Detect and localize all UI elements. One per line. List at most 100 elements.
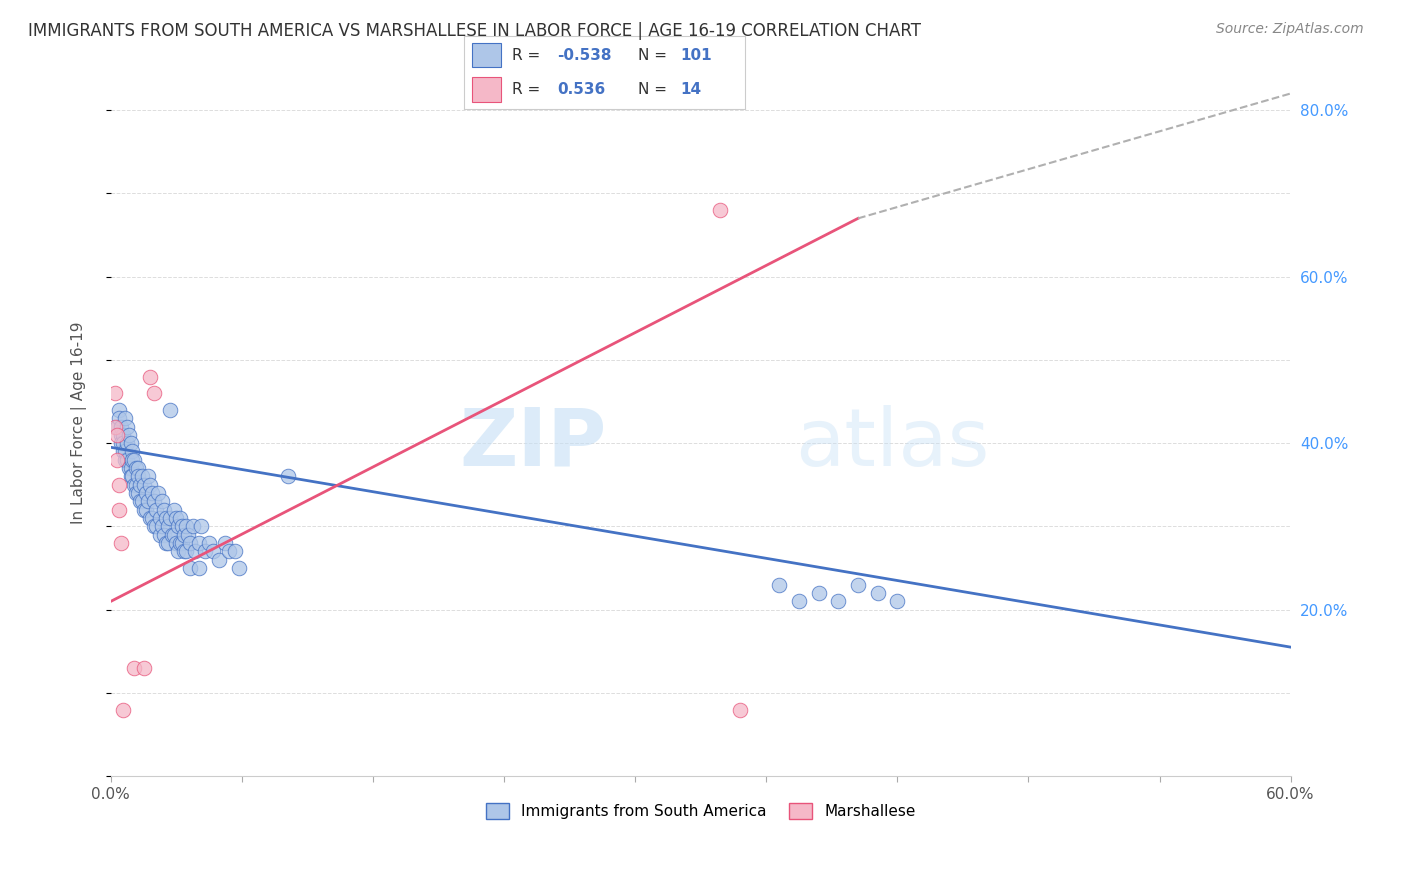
Point <box>169 536 191 550</box>
Point <box>143 519 166 533</box>
Point <box>120 469 142 483</box>
Point <box>160 527 183 541</box>
Point <box>117 461 139 475</box>
Point <box>105 419 128 434</box>
Point <box>190 519 212 533</box>
Point <box>163 502 186 516</box>
Point <box>183 519 205 533</box>
Point <box>107 411 129 425</box>
Text: atlas: atlas <box>796 405 990 483</box>
Point <box>866 586 889 600</box>
Point <box>107 477 129 491</box>
Point <box>155 511 177 525</box>
Point <box>134 661 156 675</box>
FancyBboxPatch shape <box>472 78 501 102</box>
Point <box>124 661 146 675</box>
Point <box>127 469 149 483</box>
Text: -0.538: -0.538 <box>557 47 612 62</box>
Text: N =: N = <box>638 47 672 62</box>
Point <box>198 536 221 550</box>
Point <box>127 461 149 475</box>
Text: 0.536: 0.536 <box>557 81 605 96</box>
Point <box>110 427 132 442</box>
Point <box>125 461 148 475</box>
Point <box>166 519 188 533</box>
Point <box>105 427 128 442</box>
Point <box>110 436 132 450</box>
Point <box>194 544 217 558</box>
Point <box>111 427 134 442</box>
Point <box>120 436 142 450</box>
Point <box>125 477 148 491</box>
Point <box>846 577 869 591</box>
Point <box>107 502 129 516</box>
Text: R =: R = <box>512 81 546 96</box>
Point <box>165 536 187 550</box>
Point <box>104 419 127 434</box>
Point <box>174 544 197 558</box>
Point <box>134 477 156 491</box>
Point <box>124 452 146 467</box>
Point <box>188 536 211 550</box>
Point <box>156 536 179 550</box>
Point <box>141 511 163 525</box>
Point <box>129 494 152 508</box>
Point <box>886 594 908 608</box>
Point <box>111 436 134 450</box>
Point <box>768 577 790 591</box>
Point <box>114 452 136 467</box>
Text: ZIP: ZIP <box>460 405 606 483</box>
Point <box>110 536 132 550</box>
Point <box>131 469 153 483</box>
Text: 101: 101 <box>681 47 711 62</box>
Point <box>121 444 143 458</box>
Point <box>149 527 172 541</box>
Point <box>202 544 225 558</box>
Text: R =: R = <box>512 47 546 62</box>
Point <box>156 519 179 533</box>
Point <box>166 544 188 558</box>
Point <box>728 702 751 716</box>
Point <box>139 511 162 525</box>
Point <box>136 469 159 483</box>
Point <box>135 502 157 516</box>
Point <box>150 519 173 533</box>
Point <box>155 536 177 550</box>
Point <box>277 469 299 483</box>
Point <box>179 561 201 575</box>
Point <box>121 469 143 483</box>
Point <box>184 544 207 558</box>
Text: N =: N = <box>638 81 672 96</box>
Point <box>159 402 181 417</box>
Point <box>110 419 132 434</box>
Point <box>134 502 156 516</box>
Point <box>131 494 153 508</box>
Point <box>114 444 136 458</box>
Point <box>153 527 176 541</box>
Point <box>111 444 134 458</box>
Point <box>179 536 201 550</box>
Point <box>115 452 138 467</box>
Point <box>141 486 163 500</box>
Point <box>145 519 167 533</box>
Legend: Immigrants from South America, Marshallese: Immigrants from South America, Marshalle… <box>479 797 922 825</box>
Point <box>827 594 849 608</box>
Point <box>170 519 193 533</box>
Point <box>139 369 162 384</box>
Point <box>115 419 138 434</box>
Point <box>143 386 166 401</box>
Point <box>165 511 187 525</box>
FancyBboxPatch shape <box>472 43 501 67</box>
Point <box>121 452 143 467</box>
Point <box>174 519 197 533</box>
Point <box>709 202 731 217</box>
Y-axis label: In Labor Force | Age 16-19: In Labor Force | Age 16-19 <box>72 321 87 524</box>
Point <box>208 552 231 566</box>
Point <box>143 494 166 508</box>
Point <box>104 386 127 401</box>
Point <box>153 502 176 516</box>
Point <box>807 586 830 600</box>
Point <box>135 486 157 500</box>
Point <box>150 494 173 508</box>
Point <box>188 561 211 575</box>
